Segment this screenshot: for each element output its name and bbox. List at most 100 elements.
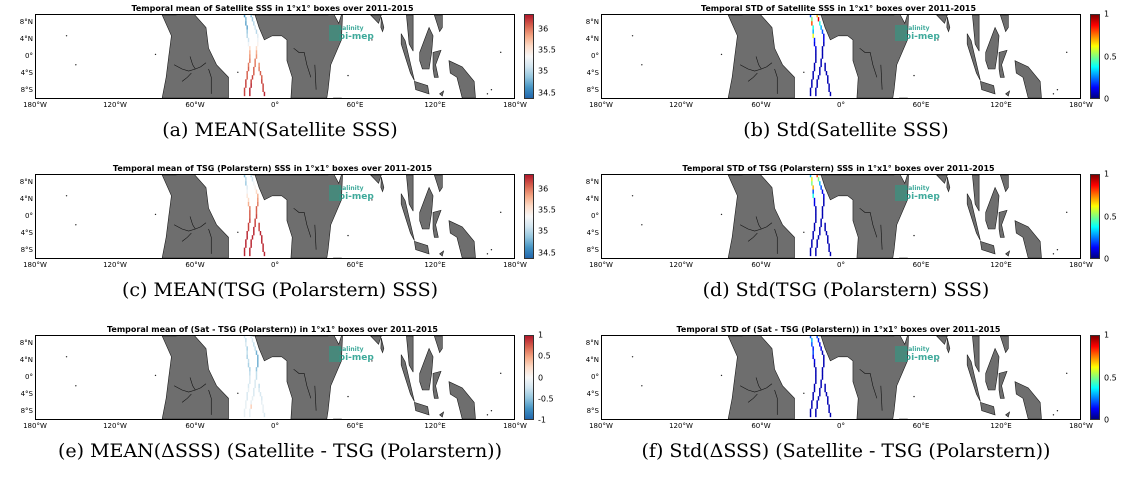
river-5 <box>880 64 883 90</box>
logo-mark-icon <box>894 346 907 362</box>
data-cell-41 <box>258 226 260 232</box>
data-cell-23 <box>254 346 256 351</box>
data-cell-10 <box>815 54 817 59</box>
data-cell-2 <box>811 181 813 186</box>
logo-text: pi-mep <box>904 32 940 42</box>
data-cell-15 <box>812 235 814 240</box>
river-4 <box>859 47 878 78</box>
data-cell-8 <box>249 206 251 211</box>
data-cell-2 <box>245 342 247 347</box>
data-cell-47 <box>263 91 266 97</box>
logo-text: salinity <box>338 185 364 192</box>
river-3 <box>208 389 212 415</box>
data-cell-2 <box>811 342 813 347</box>
data-cell-17 <box>245 83 247 88</box>
data-cell-3 <box>246 185 248 190</box>
colorbar-tick-label: 35.5 <box>538 205 556 215</box>
data-cell-15 <box>246 75 248 80</box>
data-cell-34 <box>253 231 255 236</box>
data-cell-32 <box>254 62 256 68</box>
island-6 <box>1066 51 1068 54</box>
data-cell-18 <box>243 247 246 252</box>
data-cell-30 <box>821 375 824 380</box>
land-india <box>370 336 382 345</box>
data-cell-14 <box>246 392 248 397</box>
lat-tick-label: 4°S <box>20 389 33 398</box>
lon-tick-label: 120°E <box>424 101 446 109</box>
lon-tick-label: 120°W <box>669 261 693 269</box>
map-canvas <box>65 336 502 419</box>
land-india <box>370 15 382 24</box>
lon-tick-label: 60°E <box>912 261 930 269</box>
data-cell-10 <box>249 54 251 59</box>
data-cell-47 <box>263 251 266 257</box>
land-africa <box>252 336 343 419</box>
island-0 <box>65 35 68 37</box>
data-cell-15 <box>812 396 814 401</box>
data-cell-7 <box>247 201 250 207</box>
river-5 <box>314 385 317 411</box>
data-cell-40 <box>824 383 826 389</box>
land-borneo <box>985 347 1000 391</box>
data-cell-33 <box>253 66 255 72</box>
data-cell-22 <box>253 181 255 186</box>
data-cell-11 <box>249 379 251 384</box>
data-cell-33 <box>819 66 821 72</box>
salinity-pimep-logo: salinity pi-mep <box>328 185 374 202</box>
island-4 <box>347 234 349 237</box>
data-cell-32 <box>820 222 822 228</box>
data-cell-8 <box>815 46 817 51</box>
data-cell-22 <box>819 21 821 26</box>
data-cell-43 <box>261 396 263 401</box>
logo-text: pi-mep <box>904 192 940 202</box>
data-cell-8 <box>249 367 251 372</box>
data-cell-34 <box>819 392 821 397</box>
land-america <box>727 336 795 419</box>
colorbar <box>1090 335 1100 420</box>
colorbar-tick-label: 35 <box>538 226 549 236</box>
data-cell-41 <box>258 387 260 393</box>
data-cell-34 <box>253 71 255 76</box>
lat-tick-label: 8°N <box>19 17 33 26</box>
map-canvas <box>631 15 1068 98</box>
island-6 <box>1066 372 1068 375</box>
data-cell-30 <box>821 54 824 59</box>
land-newguinea <box>448 220 476 258</box>
land-sulawesi <box>432 49 442 78</box>
lat-tick-label: 4°N <box>19 194 33 203</box>
data-cell-0 <box>809 15 812 18</box>
map: salinity pi-mep <box>35 335 515 420</box>
data-cell-44 <box>827 79 829 84</box>
data-cell-19 <box>809 251 812 257</box>
data-cell-39 <box>249 412 251 418</box>
land-srilanka <box>380 16 385 33</box>
river-4 <box>293 368 312 399</box>
data-cell-28 <box>255 367 258 372</box>
data-cell-36 <box>250 400 252 405</box>
data-cell-26 <box>257 37 259 43</box>
lon-tick-label: 0° <box>837 101 845 109</box>
data-cell-9 <box>815 371 817 376</box>
salinity-pimep-logo: salinity pi-mep <box>894 346 940 363</box>
land-newguinea <box>1014 60 1042 98</box>
data-cell-13 <box>813 226 816 232</box>
island-7 <box>490 249 493 251</box>
data-cell-5 <box>812 193 814 199</box>
river-3 <box>208 68 212 94</box>
lon-tick-label: 120°E <box>990 101 1012 109</box>
data-cell-25 <box>823 33 825 39</box>
logo-text: pi-mep <box>904 353 940 363</box>
logo-text: salinity <box>338 346 364 353</box>
island-8 <box>1052 414 1055 416</box>
data-cell-42 <box>259 231 262 236</box>
land-sumatra <box>966 33 981 81</box>
data-cell-25 <box>257 33 259 39</box>
lat-tick-label: 8°N <box>19 338 33 347</box>
data-cell-33 <box>819 226 821 232</box>
data-cell-14 <box>246 231 248 236</box>
river-3 <box>208 228 212 254</box>
colorbar-tick-label: 35 <box>538 66 549 76</box>
land-borneo <box>419 347 434 391</box>
lon-tick-label: 0° <box>271 101 279 109</box>
data-cell-13 <box>813 66 816 72</box>
